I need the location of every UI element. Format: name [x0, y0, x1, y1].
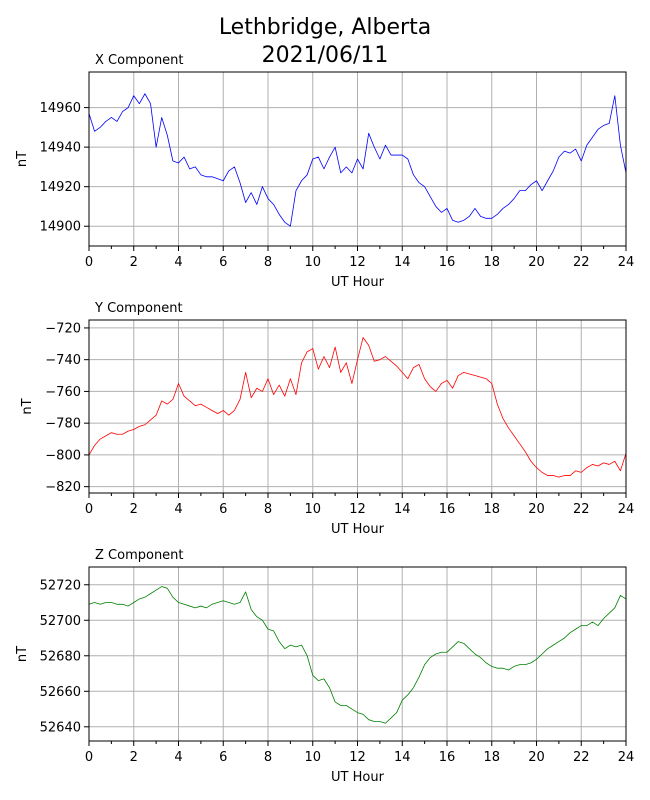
y-axis-label-z: nT [15, 646, 30, 662]
panel-title-z: Z Component [95, 548, 184, 563]
x-tick-label-z: 18 [483, 750, 500, 765]
x-tick-label-x: 2 [130, 255, 138, 270]
y-tick-label-z: 52640 [40, 720, 81, 735]
x-tick-label-y: 4 [174, 502, 182, 517]
x-tick-label-x: 0 [85, 255, 93, 270]
x-tick-label-z: 0 [85, 750, 93, 765]
y-axis-label-y: nT [20, 398, 35, 414]
x-tick-label-y: 2 [130, 502, 138, 517]
panel-title-x: X Component [95, 53, 184, 68]
x-tick-label-z: 12 [349, 750, 366, 765]
x-tick-label-z: 4 [174, 750, 182, 765]
series-line-x [88, 93, 627, 227]
x-tick-label-x: 16 [439, 255, 456, 270]
x-tick-label-x: 6 [219, 255, 227, 270]
figure-title-station: Lethbridge, Alberta [219, 15, 431, 40]
panel-z-component: 0 2 4 6 8 10 12 14 16 18 20 22 245264052660526805270… [15, 548, 634, 785]
y-tick-label-y: −780 [45, 417, 81, 432]
x-tick-label-y: 8 [264, 502, 272, 517]
y-axis-label-x: nT [15, 151, 30, 167]
x-tick-label-y: 16 [439, 502, 456, 517]
y-tick-label-y: −800 [45, 448, 81, 463]
x-tick-label-z: 8 [264, 750, 272, 765]
x-tick-label-y: 12 [349, 502, 366, 517]
x-tick-label-x: 8 [264, 255, 272, 270]
x-axis-label-y: UT Hour [331, 522, 385, 537]
x-tick-label-z: 6 [219, 750, 227, 765]
panel-title-y: Y Component [94, 301, 183, 316]
x-tick-label-x: 20 [528, 255, 545, 270]
y-tick-label-z: 52660 [40, 685, 81, 700]
x-tick-label-x: 24 [618, 255, 635, 270]
series-line-z [88, 586, 627, 724]
x-tick-label-x: 4 [174, 255, 182, 270]
x-tick-label-y: 20 [528, 502, 545, 517]
x-tick-label-y: 14 [394, 502, 411, 517]
x-tick-label-y: 18 [483, 502, 500, 517]
y-tick-label-x: 14900 [40, 220, 81, 235]
y-tick-label-y: −720 [45, 321, 81, 336]
y-tick-label-z: 52680 [40, 649, 81, 664]
x-tick-label-y: 24 [618, 502, 635, 517]
y-tick-label-y: −760 [45, 385, 81, 400]
x-tick-label-z: 2 [130, 750, 138, 765]
x-tick-label-z: 22 [573, 750, 590, 765]
x-tick-label-z: 16 [439, 750, 456, 765]
panels-group: 0 2 4 6 8 10 12 14 16 18 20 22 241490014920149401496… [15, 53, 634, 785]
x-tick-label-z: 10 [304, 750, 321, 765]
y-tick-label-y: −820 [45, 480, 81, 495]
y-tick-label-x: 14920 [40, 180, 81, 195]
x-tick-label-y: 6 [219, 502, 227, 517]
x-tick-label-y: 10 [304, 502, 321, 517]
x-axis-label-x: UT Hour [331, 275, 385, 290]
x-tick-label-x: 14 [394, 255, 411, 270]
y-tick-label-x: 14940 [40, 141, 81, 156]
x-tick-label-z: 24 [618, 750, 635, 765]
y-tick-label-z: 52720 [40, 578, 81, 593]
x-tick-label-y: 0 [85, 502, 93, 517]
x-tick-label-x: 12 [349, 255, 366, 270]
x-tick-label-y: 22 [573, 502, 590, 517]
x-tick-label-z: 20 [528, 750, 545, 765]
panel-x-component: 0 2 4 6 8 10 12 14 16 18 20 22 241490014920149401496… [15, 53, 634, 290]
x-tick-label-z: 14 [394, 750, 411, 765]
y-tick-label-y: −740 [45, 353, 81, 368]
x-tick-label-x: 10 [304, 255, 321, 270]
y-tick-label-z: 52700 [40, 614, 81, 629]
x-tick-label-x: 18 [483, 255, 500, 270]
x-axis-label-z: UT Hour [331, 770, 385, 785]
figure-title-date: 2021/06/11 [262, 43, 389, 68]
series-line-y [88, 337, 627, 478]
y-tick-label-x: 14960 [40, 101, 81, 116]
x-tick-label-x: 22 [573, 255, 590, 270]
panel-y-component: 0 2 4 6 8 10 12 14 16 18 20 22 24−820−800−780−760−74… [20, 301, 634, 537]
